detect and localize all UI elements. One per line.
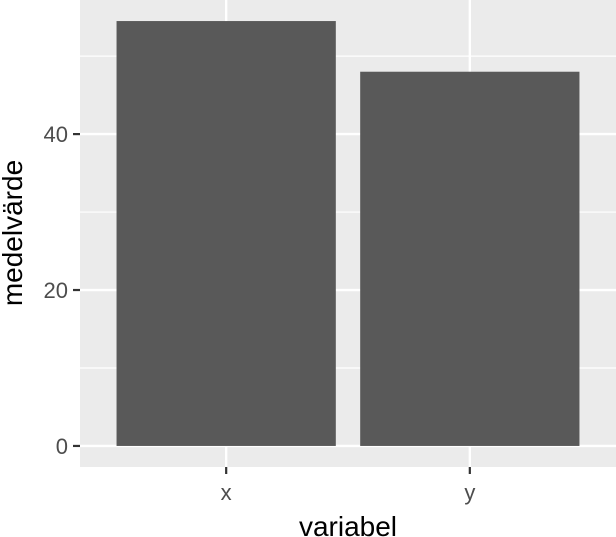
x-axis-title: variabel (299, 511, 397, 537)
y-axis: 0 20 40 (44, 122, 80, 459)
bars (116, 21, 580, 446)
x-tick-label: x (221, 480, 232, 505)
y-axis-title: medelvärde (0, 160, 28, 306)
y-tick-label: 20 (44, 278, 68, 303)
bar-x (116, 21, 336, 446)
bar-y (360, 71, 580, 446)
y-tick-label: 0 (56, 434, 68, 459)
y-tick-label: 40 (44, 122, 68, 147)
x-tick-label: y (464, 480, 475, 505)
